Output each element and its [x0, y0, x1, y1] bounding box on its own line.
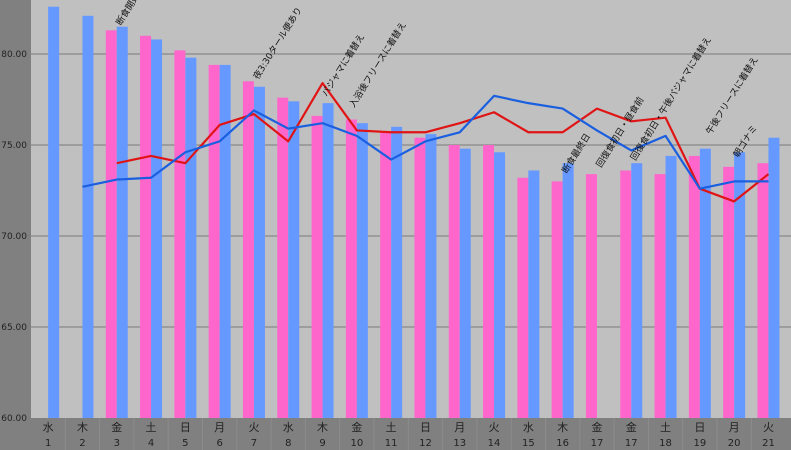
x-label-weekday: 水: [43, 421, 54, 434]
blue-bar: [391, 126, 403, 419]
x-label-day: 20: [728, 438, 741, 449]
blue-bar: [288, 101, 300, 418]
pink-bar: [277, 97, 289, 419]
x-label-day: 7: [251, 438, 257, 449]
x-label-day: 9: [319, 438, 325, 449]
x-label-weekday: 火: [248, 421, 259, 434]
blue-bar: [768, 137, 780, 418]
x-label-day: 8: [285, 438, 291, 449]
blue-bar: [253, 86, 265, 418]
x-label-day: 11: [385, 438, 398, 449]
pink-bar: [585, 174, 597, 418]
x-label-day: 17: [625, 438, 638, 449]
blue-bar: [631, 163, 643, 418]
x-label-day: 21: [762, 438, 775, 449]
blue-bar: [151, 39, 163, 418]
blue-bar: [459, 148, 471, 418]
blue-bar: [734, 152, 746, 418]
x-label-weekday: 土: [660, 421, 671, 434]
pink-bar: [345, 119, 357, 419]
x-label-weekday: 水: [283, 421, 294, 434]
x-label-day: 19: [693, 438, 706, 449]
pink-bar: [620, 170, 632, 418]
x-label-weekday: 金: [591, 420, 602, 434]
x-label-day: 2: [79, 438, 85, 449]
x-label-weekday: 金: [351, 420, 362, 434]
blue-bar: [116, 26, 128, 418]
pink-bar: [483, 145, 495, 418]
blue-bar: [219, 64, 231, 419]
x-label-weekday: 日: [420, 421, 431, 434]
pink-bar: [654, 174, 666, 418]
pink-bar: [105, 30, 117, 419]
blue-line: [82, 94, 769, 190]
x-label-weekday: 月: [214, 421, 225, 434]
x-label-weekday: 月: [454, 421, 465, 434]
pink-bar: [414, 137, 426, 418]
pink-bar: [174, 50, 186, 419]
y-tick-label: 75.00: [1, 141, 27, 151]
x-label-weekday: 土: [386, 421, 397, 434]
y-tick-label: 65.00: [1, 323, 27, 333]
blue-bar: [48, 6, 60, 419]
blue-bar: [185, 57, 197, 418]
x-label-weekday: 木: [557, 421, 568, 434]
y-tick-label: 80.00: [1, 50, 27, 60]
pink-bar: [448, 145, 460, 418]
x-label-day: 17: [591, 438, 604, 449]
x-label-weekday: 日: [694, 421, 705, 434]
x-label-weekday: 火: [489, 421, 500, 434]
x-label-weekday: 木: [77, 421, 88, 434]
x-label-day: 5: [182, 438, 188, 449]
x-label-weekday: 金: [626, 420, 637, 434]
x-label-day: 6: [216, 438, 222, 449]
pink-bar: [311, 115, 323, 418]
x-label-weekday: 金: [111, 420, 122, 434]
x-label-day: 18: [659, 438, 672, 449]
x-label-day: 4: [148, 438, 154, 449]
x-label-weekday: 日: [180, 421, 191, 434]
pink-bar: [688, 155, 700, 419]
blue-bar: [322, 103, 334, 418]
x-label-weekday: 木: [317, 421, 328, 434]
pink-bar: [242, 81, 254, 419]
x-label-day: 14: [488, 438, 501, 449]
blue-bar: [494, 152, 506, 418]
x-label-weekday: 月: [729, 421, 740, 434]
red-line: [116, 82, 770, 203]
pink-bar: [380, 132, 392, 418]
blue-bar: [356, 123, 368, 418]
x-label-weekday: 火: [763, 421, 774, 434]
pink-bar: [757, 163, 769, 418]
blue-bar: [665, 155, 677, 419]
x-label-day: 16: [556, 438, 569, 449]
pink-bar: [208, 64, 220, 419]
pink-bar: [723, 166, 735, 418]
pink-bar: [140, 35, 152, 419]
blue-bar: [425, 134, 437, 418]
y-tick-label: 70.00: [1, 232, 27, 242]
blue-bar: [528, 170, 540, 418]
pink-bar: [551, 181, 563, 418]
x-label-weekday: 水: [523, 421, 534, 434]
x-label-day: 13: [453, 438, 466, 449]
x-label-day: 1: [45, 438, 51, 449]
blue-bar: [82, 15, 94, 419]
x-label-day: 15: [522, 438, 535, 449]
x-label-day: 3: [114, 438, 120, 449]
blue-bar: [699, 148, 711, 418]
x-label-weekday: 土: [146, 421, 157, 434]
x-label-day: 12: [419, 438, 432, 449]
blue-bar: [562, 163, 574, 418]
y-tick-label: 60.00: [1, 414, 27, 424]
pink-bar: [517, 177, 529, 418]
x-label-day: 10: [350, 438, 363, 449]
